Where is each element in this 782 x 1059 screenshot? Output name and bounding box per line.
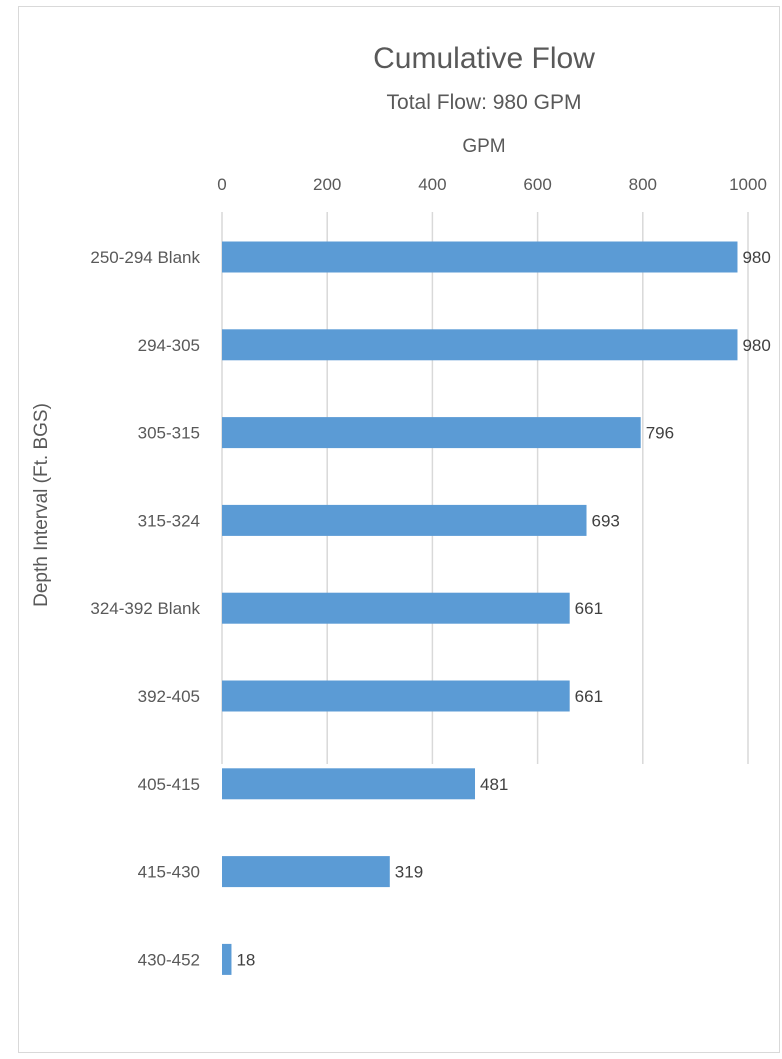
bar xyxy=(222,768,476,800)
category-label: 305-315 xyxy=(138,424,200,443)
category-label: 250-294 Blank xyxy=(90,248,200,267)
category-label: 405-415 xyxy=(138,775,200,794)
data-label: 18 xyxy=(236,950,255,969)
x-tick-label: 400 xyxy=(418,175,446,194)
category-label: 392-405 xyxy=(138,687,200,706)
bar xyxy=(222,504,587,536)
chart-subtitle: Total Flow: 980 GPM xyxy=(387,91,582,114)
data-label: 980 xyxy=(742,336,770,355)
bar xyxy=(222,592,570,624)
x-tick-labels: 0 200 400 600 800 1000 xyxy=(217,175,767,194)
bar xyxy=(222,943,232,975)
data-label: 661 xyxy=(575,599,603,618)
category-label: 315-324 xyxy=(138,511,200,530)
data-labels: 980 980 796 693 661 661 481 319 18 xyxy=(236,248,770,969)
data-label: 661 xyxy=(575,687,603,706)
x-tick-label: 1000 xyxy=(729,175,767,194)
category-label: 415-430 xyxy=(138,863,200,882)
data-label: 693 xyxy=(592,511,620,530)
bar xyxy=(222,329,738,361)
x-tick-label: 0 xyxy=(217,175,226,194)
data-label: 481 xyxy=(480,775,508,794)
data-label: 980 xyxy=(742,248,770,267)
bar xyxy=(222,417,641,449)
x-axis-title: GPM xyxy=(462,136,505,157)
bars xyxy=(222,241,738,975)
x-tick-label: 600 xyxy=(523,175,551,194)
data-label: 796 xyxy=(646,424,674,443)
category-label: 430-452 xyxy=(138,950,200,969)
category-label: 294-305 xyxy=(138,336,200,355)
bar xyxy=(222,241,738,273)
category-labels: 250-294 Blank 294-305 305-315 315-324 324-39… xyxy=(90,248,200,969)
x-tick-label: 800 xyxy=(629,175,657,194)
y-axis-title: Depth Interval (Ft. BGS) xyxy=(31,403,52,607)
bar xyxy=(222,680,570,712)
x-tick-label: 200 xyxy=(313,175,341,194)
bar xyxy=(222,856,390,888)
category-label: 324-392 Blank xyxy=(90,599,200,618)
chart-title: Cumulative Flow xyxy=(373,42,595,75)
gridlines xyxy=(221,212,749,764)
data-label: 319 xyxy=(395,863,423,882)
